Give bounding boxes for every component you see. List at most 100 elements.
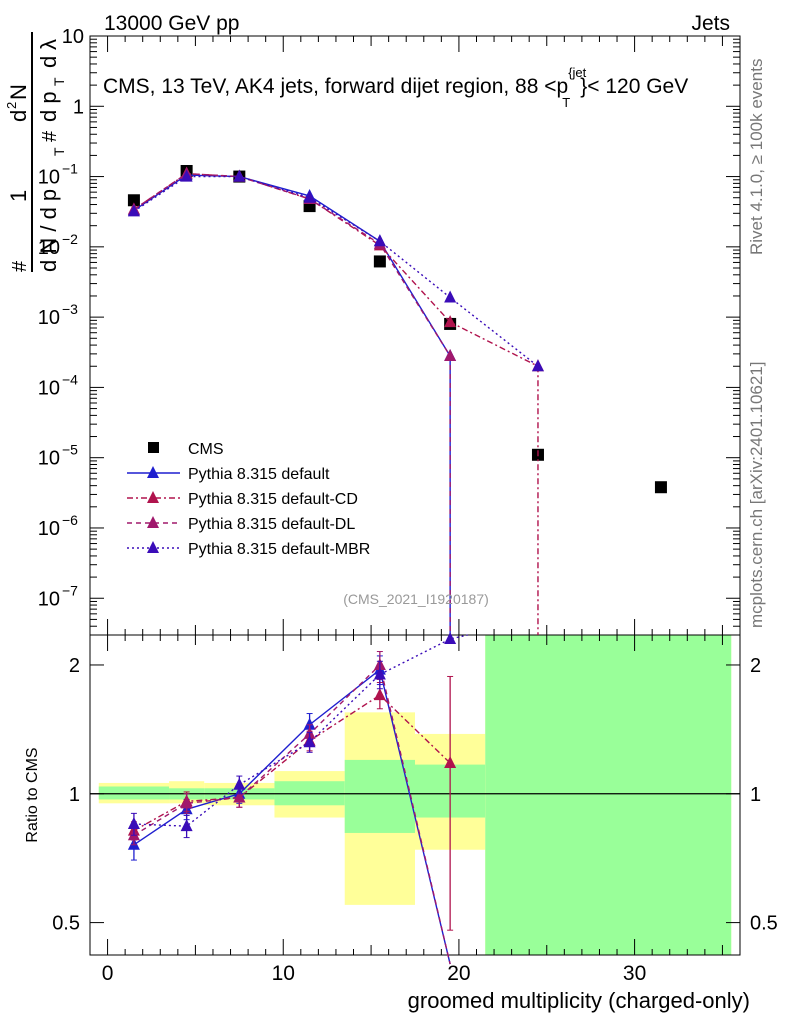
main-ytick-exp-4: −3 bbox=[62, 301, 78, 317]
svg-text:N: N bbox=[6, 84, 31, 100]
mbr-ratio-marker bbox=[303, 735, 316, 748]
legend-marker-mbr bbox=[147, 541, 159, 553]
svg-text:d p: d p bbox=[36, 91, 61, 122]
main-title: CMS, 13 TeV, AK4 jets, forward dijet reg… bbox=[103, 65, 688, 110]
rivet-label: Rivet 4.1.0, ≥ 100k events bbox=[747, 59, 766, 255]
cd-ratio-marker bbox=[444, 756, 457, 769]
mbr-ratio-marker bbox=[233, 777, 246, 790]
main-series-cd bbox=[127, 166, 544, 635]
ratio-plot-frame bbox=[89, 634, 741, 956]
legend-label-cms: CMS bbox=[188, 441, 224, 458]
main-ytick-label-1: 1 bbox=[73, 96, 84, 118]
main-ytick-label-7: 10 bbox=[38, 518, 60, 540]
ratio-ytick-label-2: 2 bbox=[69, 655, 80, 677]
mcplots-label: mcplots.cern.ch [arXiv:2401.10621] bbox=[747, 362, 766, 628]
x-axis-label: groomed multiplicity (charged-only) bbox=[408, 988, 750, 1013]
header-left: 13000 GeV pp bbox=[104, 12, 239, 35]
mbr-marker bbox=[373, 234, 386, 247]
xtick-label-1: 10 bbox=[272, 962, 295, 985]
legend-marker-dl bbox=[147, 516, 159, 528]
legend-label-mbr: Pythia 8.315 default-MBR bbox=[188, 541, 370, 558]
mbr-marker bbox=[180, 169, 193, 182]
cd-ratio-marker bbox=[373, 688, 386, 701]
main-ytick-exp-6: −5 bbox=[62, 442, 78, 458]
main-ytick-label-2: 10 bbox=[38, 167, 60, 189]
cd-marker bbox=[444, 315, 457, 328]
main-ytick-exp-2: −1 bbox=[62, 161, 78, 177]
cd-ratio-line bbox=[133, 694, 451, 832]
xtick-label-3: 30 bbox=[623, 962, 646, 985]
default-ratio-line bbox=[133, 668, 451, 965]
dl-ratio-marker bbox=[233, 790, 246, 803]
mbr-marker bbox=[444, 290, 457, 303]
svg-text:#: # bbox=[9, 260, 31, 272]
svg-text:d N / d p: d N / d p bbox=[36, 189, 61, 272]
legend-label-dl: Pythia 8.315 default-DL bbox=[188, 516, 355, 533]
main-series-dl bbox=[127, 166, 457, 635]
band-green-6 bbox=[485, 635, 732, 955]
cms-point bbox=[127, 194, 140, 207]
mbr-marker bbox=[531, 359, 544, 372]
legend-marker-cms bbox=[148, 442, 159, 453]
ratio-y-axis-label: Ratio to CMS bbox=[24, 747, 41, 842]
svg-text:d: d bbox=[6, 110, 31, 122]
main-ytick-label-0: 10 bbox=[62, 26, 84, 48]
mbr-ratio-marker bbox=[127, 816, 140, 829]
svg-text:T: T bbox=[51, 77, 67, 86]
main-ytick-label-5: 10 bbox=[38, 377, 60, 399]
main-ytick-exp-3: −2 bbox=[62, 231, 78, 247]
xtick-label-2: 20 bbox=[447, 962, 470, 985]
ratio-ytick-label-right-2: 2 bbox=[750, 655, 761, 677]
default-ratio-marker bbox=[303, 717, 316, 730]
svg-text:1: 1 bbox=[6, 190, 31, 202]
svg-text:λ: λ bbox=[36, 39, 61, 50]
analysis-watermark: (CMS_2021_I1920187) bbox=[343, 591, 489, 607]
legend-marker-default bbox=[147, 466, 159, 478]
svg-text:T: T bbox=[51, 147, 67, 156]
cms-point bbox=[373, 255, 386, 268]
ratio-series-mbr bbox=[127, 631, 468, 839]
mbr-line bbox=[133, 175, 539, 367]
svg-text:#: # bbox=[39, 130, 61, 142]
main-series-default bbox=[127, 168, 457, 635]
main-plot-series bbox=[127, 164, 667, 635]
main-series-mbr bbox=[127, 169, 544, 372]
ratio-ytick-label-0: 0.5 bbox=[52, 913, 80, 935]
cd-line bbox=[133, 172, 539, 367]
main-y-axis-label: # 1 d N / d p T # d 2 N d p T d λ bbox=[4, 32, 67, 272]
svg-text:2: 2 bbox=[4, 102, 19, 109]
header-right: Jets bbox=[691, 12, 730, 35]
band-green-4 bbox=[344, 759, 415, 833]
band-green-0 bbox=[98, 786, 170, 800]
xtick-label-0: 0 bbox=[102, 962, 114, 985]
mbr-ratio-marker bbox=[444, 631, 457, 644]
main-ytick-label-4: 10 bbox=[38, 307, 60, 329]
default-line bbox=[133, 174, 451, 357]
main-ytick-exp-8: −7 bbox=[62, 582, 78, 598]
svg-text:d: d bbox=[36, 56, 61, 68]
main-ytick-label-6: 10 bbox=[38, 448, 60, 470]
legend-label-cd: Pythia 8.315 default-CD bbox=[188, 491, 358, 508]
mbr-marker bbox=[127, 204, 140, 217]
mbr-marker bbox=[303, 190, 316, 203]
dl-line bbox=[133, 172, 451, 357]
main-ytick-exp-5: −4 bbox=[62, 371, 78, 387]
ratio-ytick-label-right-0: 0.5 bbox=[750, 913, 778, 935]
ratio-ytick-label-right-1: 1 bbox=[750, 784, 761, 806]
main-ytick-label-8: 10 bbox=[38, 588, 60, 610]
main-ytick-exp-7: −6 bbox=[62, 512, 78, 528]
legend-label-default: Pythia 8.315 default bbox=[188, 466, 330, 483]
ratio-ytick-label-1: 1 bbox=[69, 784, 80, 806]
cms-point bbox=[654, 481, 667, 494]
ratio-plot-series bbox=[127, 631, 468, 965]
dl-ratio-line bbox=[133, 663, 451, 965]
dl-marker bbox=[444, 348, 457, 361]
main-ytick-label-3: 10 bbox=[38, 237, 60, 259]
mbr-ratio-marker bbox=[373, 667, 386, 680]
legend-marker-cd bbox=[147, 491, 159, 503]
mbr-ratio-marker bbox=[180, 819, 193, 832]
dl-ratio-marker bbox=[180, 796, 193, 809]
legend: CMS Pythia 8.315 default Pythia 8.315 defa… bbox=[127, 441, 370, 558]
